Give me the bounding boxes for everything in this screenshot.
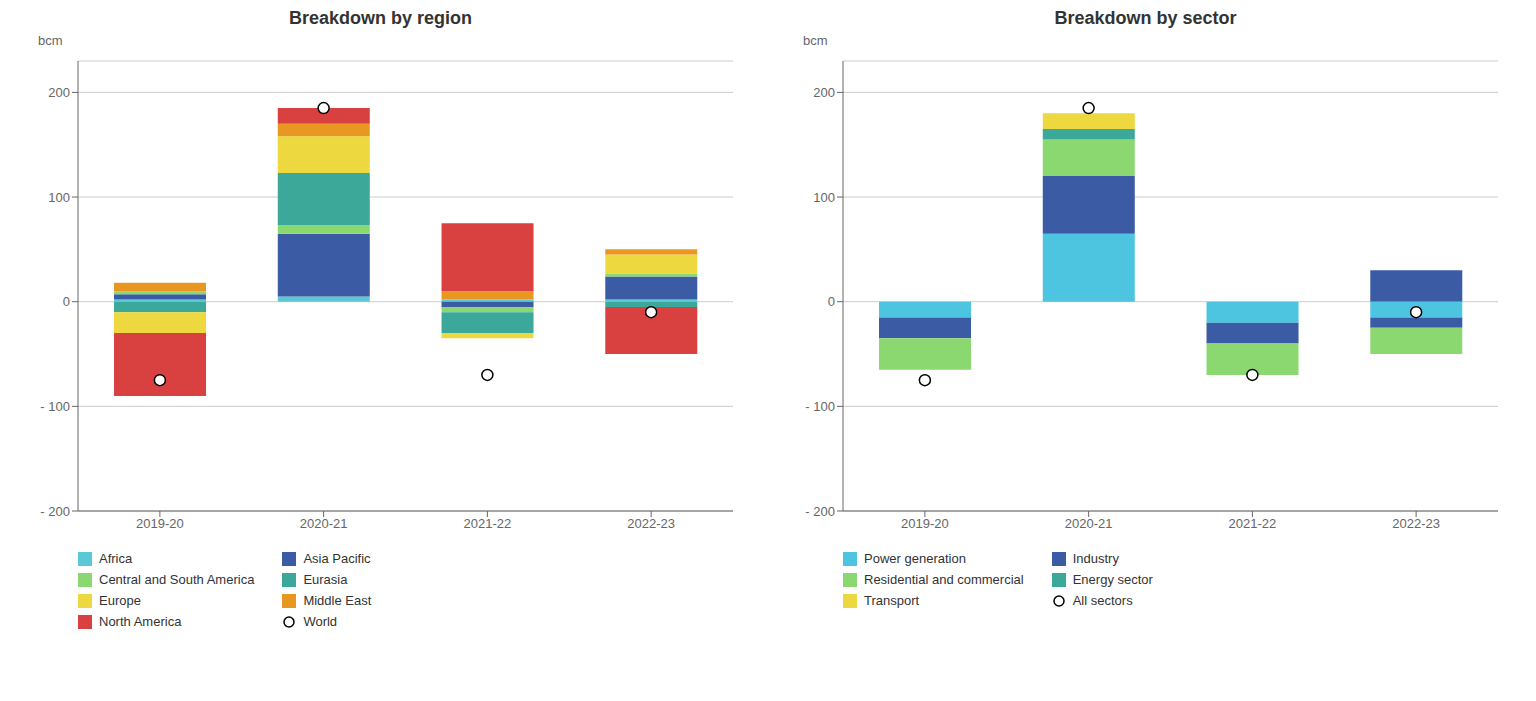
svg-text:2019-20: 2019-20: [901, 516, 949, 531]
svg-text:- 100: - 100: [805, 399, 835, 414]
html-text:Eurasia: Eurasia: [303, 572, 348, 587]
svg-text:- 200: - 200: [40, 504, 70, 519]
html-text:Asia Pacific: Asia Pacific: [303, 551, 371, 566]
svg-text:2021-22: 2021-22: [464, 516, 512, 531]
svg-text:2020-21: 2020-21: [1065, 516, 1113, 531]
html-text:Energy sector: Energy sector: [1072, 572, 1153, 587]
svg-text:2022-23: 2022-23: [1392, 516, 1440, 531]
svg-text:2022-23: 2022-23: [627, 516, 675, 531]
html-text:bcm: bcm: [38, 33, 63, 48]
html-text:All sectors: All sectors: [1072, 593, 1133, 608]
html-text:Central and South America: Central and South America: [99, 572, 255, 587]
svg-text:0: 0: [828, 294, 835, 309]
html-text:Transport: Transport: [864, 593, 920, 608]
svg-text:200: 200: [48, 85, 70, 100]
html-text:North America: North America: [99, 614, 182, 629]
html-text:Breakdown by region: Breakdown by region: [289, 8, 472, 28]
html-text:Residential and commercial: Residential and commercial: [864, 572, 1024, 587]
html-text:bcm: bcm: [803, 33, 828, 48]
html-text:World: World: [303, 614, 338, 629]
svg-text:- 200: - 200: [805, 504, 835, 519]
svg-text:0: 0: [63, 294, 70, 309]
svg-text:100: 100: [48, 190, 70, 205]
svg-text:200: 200: [813, 85, 835, 100]
html-text:Europe: Europe: [99, 593, 141, 608]
svg-text:100: 100: [813, 190, 835, 205]
svg-text:2019-20: 2019-20: [136, 516, 184, 531]
html-text:Middle East: Middle East: [303, 593, 372, 608]
svg-text:2021-22: 2021-22: [1229, 516, 1277, 531]
html-text:Industry: Industry: [1072, 551, 1119, 566]
html-text:Breakdown by sector: Breakdown by sector: [1054, 8, 1237, 28]
html-text:Power generation: Power generation: [864, 551, 966, 566]
svg-text:2020-21: 2020-21: [300, 516, 348, 531]
html-text:Africa: Africa: [99, 551, 133, 566]
svg-text:- 100: - 100: [40, 399, 70, 414]
